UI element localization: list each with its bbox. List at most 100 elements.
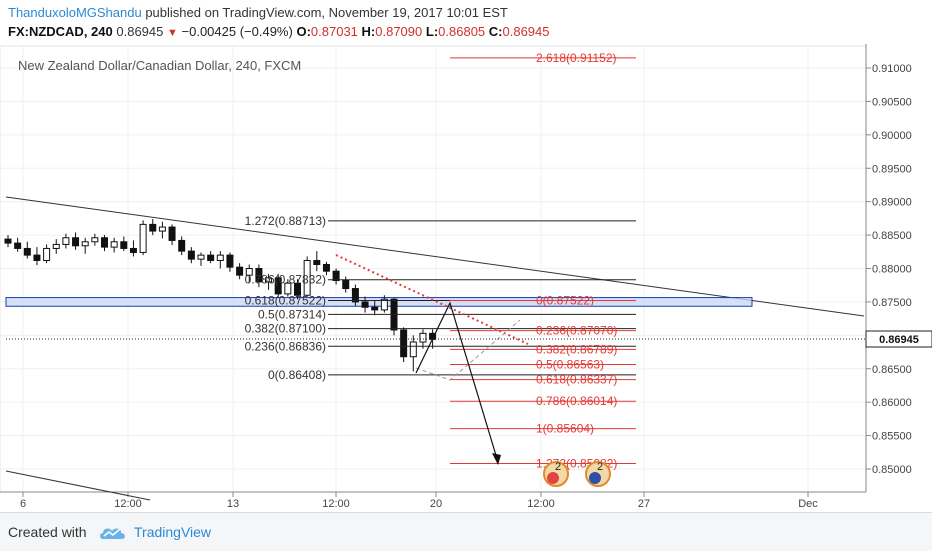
- candle-down: [178, 239, 186, 252]
- candle-down: [4, 238, 12, 244]
- forecast-path: [415, 301, 499, 463]
- price-change: −0.00425 (−0.49%): [181, 24, 293, 39]
- candle-down: [33, 254, 41, 261]
- candle-down: [294, 282, 301, 296]
- candle-up: [419, 332, 427, 343]
- candle-down: [351, 288, 359, 303]
- candle-down: [322, 263, 330, 272]
- dotted-trendline: [335, 254, 529, 345]
- candle-down: [400, 329, 408, 358]
- candle-down: [129, 247, 137, 253]
- fib-right-label: 0.236(0.87070): [536, 324, 617, 338]
- price-tick-label: 0.86500: [872, 364, 912, 376]
- candle-down: [332, 270, 340, 282]
- price-tick-label: 0.90000: [872, 130, 912, 142]
- candle-down: [23, 247, 31, 256]
- fib-right-label: 0.382(0.86789): [536, 342, 617, 356]
- fib-left-label: 0.236(0.86836): [245, 339, 326, 353]
- candle-down: [101, 237, 108, 248]
- candle-down: [72, 237, 80, 247]
- last-price: 0.86945: [116, 24, 164, 39]
- flag-icon: [547, 472, 559, 484]
- author-link[interactable]: ThanduxoloMGShandu: [8, 5, 142, 20]
- fib-right-label: 0.5(0.86563): [536, 358, 604, 372]
- time-tick-label: 12:00: [114, 498, 142, 510]
- candle-down: [361, 301, 369, 308]
- overlay-layer: 0.86945 2 2: [6, 254, 932, 487]
- time-tick-label: 12:00: [322, 498, 350, 510]
- tradingview-brand[interactable]: TradingView: [134, 524, 212, 540]
- drawings-layer: [5, 196, 865, 501]
- candle-up: [43, 247, 51, 261]
- footer: Created with TradingView: [0, 512, 932, 551]
- close-value: 0.86945: [502, 24, 550, 39]
- open-value: 0.87031: [310, 24, 358, 39]
- fib-right-label: 2.618(0.91152): [536, 51, 617, 65]
- descending-trendline: [5, 196, 865, 317]
- arrow-head-icon: [492, 453, 501, 465]
- created-with-label: Created with: [8, 524, 87, 540]
- candle-up: [380, 298, 388, 311]
- candle-down: [187, 250, 195, 260]
- price-chart[interactable]: 0.91000 0.90500 0.90000 0.89500 0.89000 0.885…: [0, 44, 932, 512]
- chart-title: New Zealand Dollar/Canadian Dollar, 240,…: [18, 58, 301, 73]
- price-tick-label: 0.88500: [872, 230, 912, 242]
- candle-down: [371, 306, 379, 311]
- low-value: 0.86805: [438, 24, 486, 39]
- high-label: H:: [361, 24, 376, 39]
- candle-down: [14, 242, 22, 249]
- low-label: L:: [425, 24, 439, 39]
- candle-down: [120, 241, 128, 249]
- candle-up: [216, 254, 224, 261]
- open-label: O:: [296, 24, 311, 39]
- price-tick-label: 0.85000: [872, 464, 912, 476]
- ohlc-line: FX:NZDCAD, 240 0.86945 ▼ −0.00425 (−0.49…: [8, 24, 550, 39]
- candle-up: [139, 223, 147, 253]
- time-axis[interactable]: 6 12:00 13 12:00 20 12:00 27 Dec: [20, 492, 818, 510]
- time-tick-label: 27: [638, 498, 650, 510]
- fib-right-label: 0.618(0.86337): [536, 373, 617, 387]
- last-price-tag: [865, 330, 932, 348]
- resistance-zone: [5, 297, 753, 307]
- candle-up: [284, 282, 292, 295]
- candle-up: [303, 259, 311, 296]
- price-tick-label: 0.85500: [872, 431, 912, 443]
- symbol-label: FX:NZDCAD, 240: [8, 24, 113, 39]
- fib-right-label: 0(0.87522): [536, 293, 594, 307]
- chart-header: ThanduxoloMGShandu published on TradingV…: [0, 0, 932, 44]
- publish-line: ThanduxoloMGShandu published on TradingV…: [8, 5, 508, 20]
- candle-down: [226, 254, 234, 268]
- candle-up: [197, 254, 205, 260]
- candle-down: [149, 223, 157, 232]
- tradingview-cloud-icon: [100, 528, 125, 539]
- price-tick-label: 0.90500: [872, 96, 912, 108]
- price-tick-label: 0.89000: [872, 197, 912, 209]
- fib-left-label: 0.382(0.87100): [245, 322, 326, 336]
- projection-path: [415, 319, 521, 381]
- candle-down: [342, 280, 350, 290]
- candle-up: [110, 241, 118, 248]
- candle-up: [158, 226, 166, 232]
- price-tick-label: 0.87500: [872, 297, 912, 309]
- candle-up: [62, 237, 70, 245]
- fib-left-label: 0.618(0.87522): [245, 293, 326, 307]
- last-price-label: 0.86945: [879, 334, 919, 346]
- event-count-label: 2: [555, 461, 561, 473]
- fib-left-label: 0(0.86408): [268, 368, 326, 382]
- economic-event-marker[interactable]: 2: [585, 461, 611, 487]
- event-count-label: 2: [597, 461, 603, 473]
- flag-icon: [589, 472, 601, 484]
- economic-event-marker[interactable]: 2: [543, 461, 569, 487]
- fib-right-label: 1(0.85604): [536, 422, 594, 436]
- candle-down: [313, 259, 321, 265]
- candle-up: [91, 237, 99, 243]
- down-triangle-icon: ▼: [167, 27, 178, 39]
- close-label: C:: [488, 24, 503, 39]
- fib-right-label: 0.786(0.86014): [536, 394, 617, 408]
- fib-left-label: 1.272(0.88713): [245, 214, 326, 228]
- price-tick-label: 0.88000: [872, 264, 912, 276]
- fib-left-label: 0.786(0.87832): [245, 273, 326, 287]
- price-tick-label: 0.91000: [872, 63, 912, 75]
- time-tick-label: 6: [20, 498, 26, 510]
- candle-up: [245, 268, 253, 276]
